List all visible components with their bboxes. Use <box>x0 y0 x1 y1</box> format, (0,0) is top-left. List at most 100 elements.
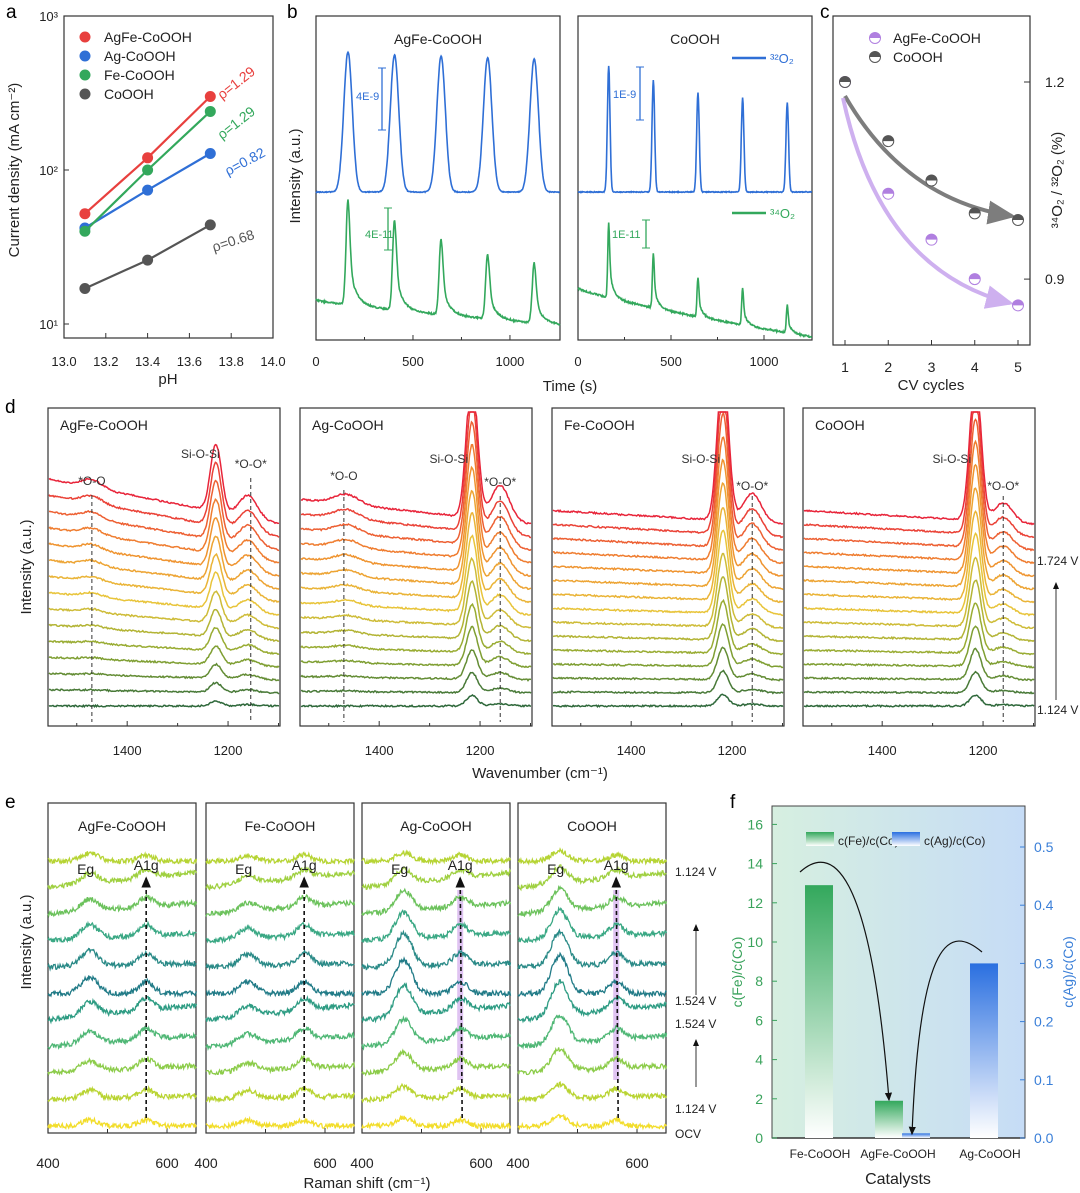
panel-letter-a: a <box>6 2 17 23</box>
legend-marker <box>869 32 881 44</box>
x-tick-label: 13.0 <box>51 354 76 369</box>
raman-trace <box>517 1080 668 1104</box>
y-tick-label-left: 6 <box>755 1012 763 1028</box>
raman-trace <box>47 947 197 972</box>
data-point <box>79 225 91 237</box>
spectrum-trace <box>300 556 531 629</box>
x-axis-label: pH <box>158 371 177 388</box>
panel-b-plot-frame <box>577 15 813 341</box>
a1g-dashed-arrow <box>611 876 622 1119</box>
raman-trace <box>517 1014 668 1050</box>
x-axis-label: Raman shift (cm⁻¹) <box>303 1175 430 1192</box>
peak-annotation: *O-O* <box>736 479 768 493</box>
panel-letter-f: f <box>730 792 736 813</box>
y-tick-label-right: 0.0 <box>1034 1130 1054 1146</box>
spectrum-trace <box>803 531 1035 617</box>
scale-bar-label: 4E-11 <box>365 229 394 241</box>
legend-marker <box>869 51 881 63</box>
data-point <box>968 207 981 220</box>
x-tick-label: 1000 <box>750 354 779 369</box>
spectrum-trace <box>300 580 532 643</box>
raman-trace <box>47 1056 197 1076</box>
raman-trace <box>361 1114 512 1131</box>
x-tick-label: 13.4 <box>135 354 160 369</box>
spectrum-trace <box>300 625 532 669</box>
legend-label: Fe-CoOOH <box>104 67 175 83</box>
spectrum-trace <box>803 579 1035 643</box>
y-tick-label-right: 0.4 <box>1034 897 1054 913</box>
spectrum-trace <box>803 670 1035 695</box>
spectrum-trace <box>300 443 532 564</box>
y-tick-label-left: 14 <box>747 856 763 872</box>
data-point <box>142 184 154 196</box>
spectrum-trace <box>803 411 1035 539</box>
legend-label: ³²O₂ <box>770 51 794 66</box>
potential-label: OCV <box>675 1127 701 1141</box>
raman-trace <box>361 866 512 891</box>
raman-trace <box>205 893 356 917</box>
data-point <box>925 233 938 246</box>
x-axis-label: Catalysts <box>865 1171 931 1188</box>
spectrum-trace <box>48 608 280 643</box>
x-tick-label: 500 <box>660 354 682 369</box>
trace-34o2 <box>315 199 561 326</box>
data-point <box>882 135 895 148</box>
y-axis-label: Intensity (a.u.) <box>287 128 304 223</box>
raman-trace <box>361 1082 512 1104</box>
data-point <box>204 91 216 103</box>
x-tick-label: 13.8 <box>219 354 244 369</box>
spectrum-trace <box>48 479 280 552</box>
peak-annotation: Si-O-Si <box>681 452 720 466</box>
subplot-title: CoOOH <box>815 417 865 433</box>
bar-cfecco-fe-coooh <box>805 885 833 1138</box>
x-tick-label: 1000 <box>495 354 524 369</box>
y-axis-label-right: c(Ag)/c(Co) <box>1060 936 1076 1008</box>
x-tick-label: 600 <box>313 1155 337 1171</box>
spectrum-trace <box>48 443 280 525</box>
spectrum-trace <box>552 436 784 565</box>
legend-label: c(Fe)/c(Co) <box>838 834 899 848</box>
legend-swatch <box>806 832 834 846</box>
slope-label: ρ=0.82 <box>222 144 268 179</box>
peak-annotation: *O-O* <box>484 475 516 489</box>
trace-32o2 <box>577 65 813 194</box>
data-point <box>882 187 895 200</box>
legend-marker <box>79 50 91 62</box>
raman-trace <box>205 994 355 1022</box>
raman-trace <box>361 1048 511 1077</box>
x-tick-label: 1200 <box>214 743 243 758</box>
spectrum-trace <box>803 418 1035 552</box>
spectrum-trace <box>48 535 280 590</box>
peak-annotation: *O-O* <box>235 457 267 471</box>
data-point <box>968 273 981 286</box>
raman-trace <box>361 887 512 917</box>
spectrum-trace <box>300 411 532 525</box>
trace-34o2 <box>577 222 813 339</box>
eg-peak-label: Eg <box>391 861 408 877</box>
spectrum-trace <box>48 700 280 709</box>
raman-trace <box>47 1085 198 1103</box>
x-tick-label: 14.0 <box>260 354 285 369</box>
raman-trace <box>47 851 198 866</box>
data-point <box>204 105 216 117</box>
raman-trace <box>205 851 356 866</box>
y-tick-label-left: 8 <box>755 973 763 989</box>
raman-trace <box>517 978 667 1024</box>
data-point <box>79 283 91 295</box>
y-tick-label-left: 12 <box>747 895 763 911</box>
potential-label: 1.124 V <box>675 865 716 879</box>
a1g-highlight-band <box>457 890 464 1080</box>
panel-letter-c: c <box>820 2 830 23</box>
y-tick-label-right: 0.5 <box>1034 839 1054 855</box>
peak-annotation: *O-O <box>330 469 357 483</box>
raman-trace <box>361 1015 512 1051</box>
spectrum-trace <box>552 693 784 708</box>
legend-marker <box>79 31 91 43</box>
x-tick-label: 400 <box>194 1155 218 1171</box>
x-tick-label: 500 <box>402 354 424 369</box>
category-label: Fe-CoOOH <box>790 1147 851 1161</box>
spectrum-trace <box>48 645 280 669</box>
x-tick-label: 600 <box>155 1155 179 1171</box>
y-tick-label-left: 0 <box>755 1130 763 1146</box>
spectrum-trace <box>48 590 280 630</box>
